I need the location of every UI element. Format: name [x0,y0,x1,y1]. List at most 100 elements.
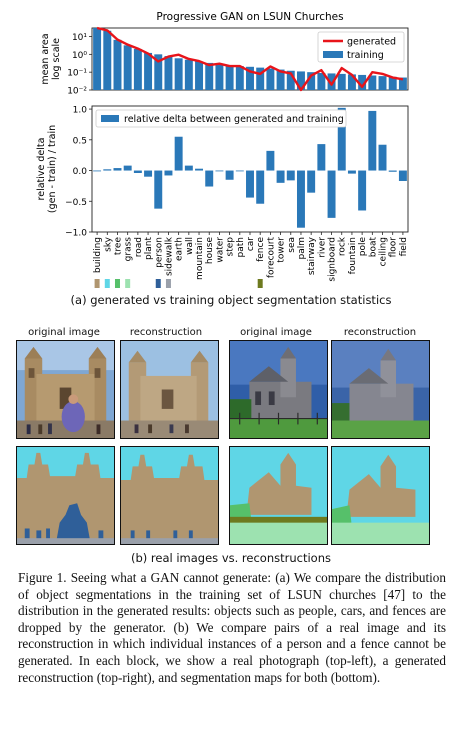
chart1-ylabel-line-0: mean area [40,33,51,84]
chart1-bar-fence [256,67,265,90]
chart1-ytick-label-2: 10⁻¹ [67,69,87,79]
label-right-original: original image [240,327,312,338]
chart2-legend-label: relative delta between generated and tra… [124,114,344,125]
chart2-bar-signboard [327,170,336,218]
chart2-bar-floor [388,170,397,172]
chart2-bar-grass [123,165,132,171]
chart1-title: Progressive GAN on LSUN Churches [156,11,343,23]
chart1-bar-palm [296,71,305,90]
chart2-bar-ceiling [378,144,387,171]
chart1-bar-sky [103,30,112,90]
swatch-grass [125,279,131,288]
chart2-xtick-label-house: house [205,237,215,265]
label-left-original: original image [28,327,100,338]
swatch-sky [104,279,110,288]
chart2-xtick-label-grass: grass [124,237,134,262]
chart1-bar-mountain [195,61,204,90]
chart1-bar-sea [286,70,295,90]
chart2-xtick-label-sky: sky [103,236,113,252]
figure-charts: Progressive GAN on LSUN Churches 10¹ 10⁰ 10… [36,11,409,288]
chart2-bar-stairway [307,170,316,193]
chart2-xtick-label-fountain: fountain [348,237,358,274]
chart2-bar-car [246,170,254,198]
chart2-legend-box [95,109,347,128]
chart2-bar-forecourt [266,150,275,171]
chart2-bar-palm [296,170,305,228]
chart1-bar-river [317,72,326,90]
chart2-xtick-label-person: person [154,237,164,268]
photo-reconstruction-right [331,340,430,439]
chart2-bar-plant [144,170,153,177]
chart2-xtick-label-wall: wall [185,237,195,255]
chart1-ytick-label-0: 10¹ [72,33,87,43]
chart1-ylabel-line-1: log scale [51,38,62,80]
chart2-bar-tree [113,168,122,171]
chart2-xtick-label-sea: sea [287,237,297,253]
chart1-bar-rock [337,73,346,90]
chart2-xtick-label-earth: earth [175,237,185,261]
photo-original-right [229,340,328,439]
chart2-bar-field [398,170,407,181]
chart2-ylabel-line-0: relative delta [36,138,47,201]
chart1-bar-road [133,48,142,90]
photo-reconstruction-left [120,340,219,439]
chart2-xtick-label-forecourt: forecourt [266,237,276,279]
chart2-xtick-label-tree: tree [113,237,123,256]
chart2-bar-road [133,170,142,173]
chart2-bar-path [235,170,244,172]
chart2-bar-boat [368,110,377,171]
chart2-bar-sidewalk [164,170,173,176]
chart2-bar-mountain [195,168,204,171]
chart1-bar-building [93,28,102,90]
chart1-bar-floor [388,76,397,90]
segmentation-reconstruction-right [331,446,430,545]
chart2-legend-swatch [101,115,119,122]
chart2-ytick-label-1: 0.5 [73,136,87,146]
chart2-ylabel-line-1: (gen - train) / train [47,125,58,213]
chart1-bar-ceiling [378,76,387,90]
chart2-bar-step [225,170,234,180]
chart1-bar-earth [174,58,183,90]
chart2-bar-fountain [347,170,356,174]
chart1-bar-car [246,66,254,90]
chart2-xtick-label-stairway: stairway [307,236,317,275]
subcaption-a: (a) generated vs training object segment… [70,293,392,307]
chart1-bar-signboard [327,73,336,90]
chart2-bar-sea [286,170,295,181]
chart1-bar-step [225,65,234,90]
chart1-line-generated [96,26,404,92]
chart2-xtick-label-tower: tower [277,237,287,263]
chart2-xtick-label-building: building [93,237,103,273]
chart2-xtick-label-palm: palm [297,237,307,260]
chart1-bar-tree [113,39,122,90]
figure-caption: Figure 1. Seeing what a GAN cannot gener… [18,570,446,686]
segmentation-original-right [229,446,328,545]
chart2-xtick-label-sidewalk: sidewalk [164,236,174,276]
photo-original-left [16,340,115,439]
chart2-xtick-label-ceiling: ceiling [379,237,389,266]
chart2-ytick-label-4: −1.0 [65,229,87,239]
chart1-bar-field [398,77,407,90]
chart2-bar-house [205,170,214,187]
chart2-xtick-label-car: car [246,237,256,251]
chart1-bar-tower [276,69,285,90]
chart2-xtick-label-path: path [236,237,246,257]
chart1-bar-wall [184,59,193,90]
chart1-bar-plant [144,52,153,90]
chart2-bar-tower [276,170,285,183]
chart1-legend-generated: generated [347,37,396,48]
swatch-tree [114,279,120,288]
chart2-xtick-label-road: road [134,237,144,257]
swatch-sidewalk [165,279,171,288]
chart1-bar-stairway [307,72,316,90]
chart1-legend-bar-swatch [323,51,343,58]
chart1-bar-forecourt [266,68,275,90]
chart2-bar-river [317,144,326,171]
chart1-bar-water [215,63,224,90]
label-left-reconstruction: reconstruction [129,327,203,338]
chart1-ytick-label-1: 10⁰ [72,51,87,61]
chart2-xtick-label-water: water [215,237,225,263]
chart2-bar-person [154,170,163,209]
chart2-bar-building [93,170,102,172]
chart2-ytick-label-0: 1.0 [73,106,88,116]
